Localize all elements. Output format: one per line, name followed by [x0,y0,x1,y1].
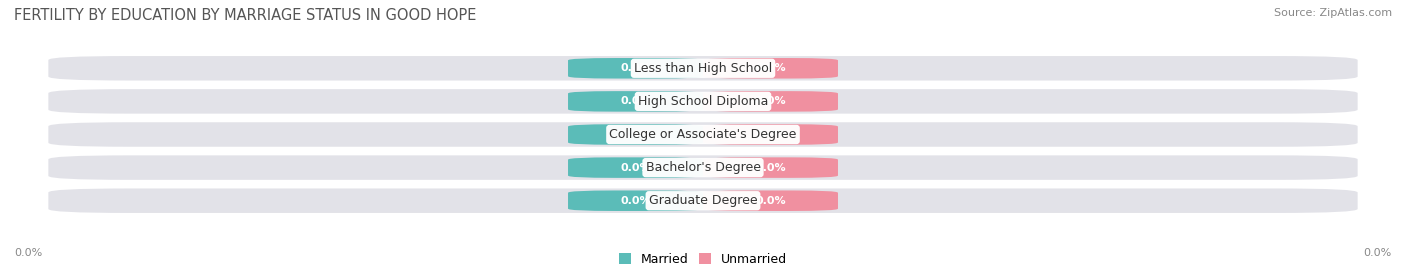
Text: 0.0%: 0.0% [620,196,651,206]
FancyBboxPatch shape [48,189,1358,213]
FancyBboxPatch shape [48,155,1358,180]
FancyBboxPatch shape [48,56,1358,80]
Text: Bachelor's Degree: Bachelor's Degree [645,161,761,174]
Text: Graduate Degree: Graduate Degree [648,194,758,207]
Text: 0.0%: 0.0% [14,248,42,258]
FancyBboxPatch shape [568,58,703,79]
Text: 0.0%: 0.0% [1364,248,1392,258]
FancyBboxPatch shape [703,91,838,112]
FancyBboxPatch shape [568,190,703,211]
FancyBboxPatch shape [48,122,1358,147]
Text: Source: ZipAtlas.com: Source: ZipAtlas.com [1274,8,1392,18]
FancyBboxPatch shape [703,157,838,178]
Text: 0.0%: 0.0% [620,162,651,173]
Legend: Married, Unmarried: Married, Unmarried [619,253,787,266]
Text: 0.0%: 0.0% [755,63,786,73]
FancyBboxPatch shape [703,58,838,79]
FancyBboxPatch shape [568,91,703,112]
Text: 0.0%: 0.0% [620,96,651,107]
FancyBboxPatch shape [48,89,1358,114]
Text: FERTILITY BY EDUCATION BY MARRIAGE STATUS IN GOOD HOPE: FERTILITY BY EDUCATION BY MARRIAGE STATU… [14,8,477,23]
Text: 0.0%: 0.0% [755,162,786,173]
Text: 0.0%: 0.0% [620,129,651,140]
Text: 0.0%: 0.0% [755,196,786,206]
Text: High School Diploma: High School Diploma [638,95,768,108]
Text: 0.0%: 0.0% [620,63,651,73]
Text: College or Associate's Degree: College or Associate's Degree [609,128,797,141]
FancyBboxPatch shape [703,190,838,211]
Text: 0.0%: 0.0% [755,96,786,107]
Text: Less than High School: Less than High School [634,62,772,75]
Text: 0.0%: 0.0% [755,129,786,140]
FancyBboxPatch shape [568,124,703,145]
FancyBboxPatch shape [703,124,838,145]
FancyBboxPatch shape [568,157,703,178]
